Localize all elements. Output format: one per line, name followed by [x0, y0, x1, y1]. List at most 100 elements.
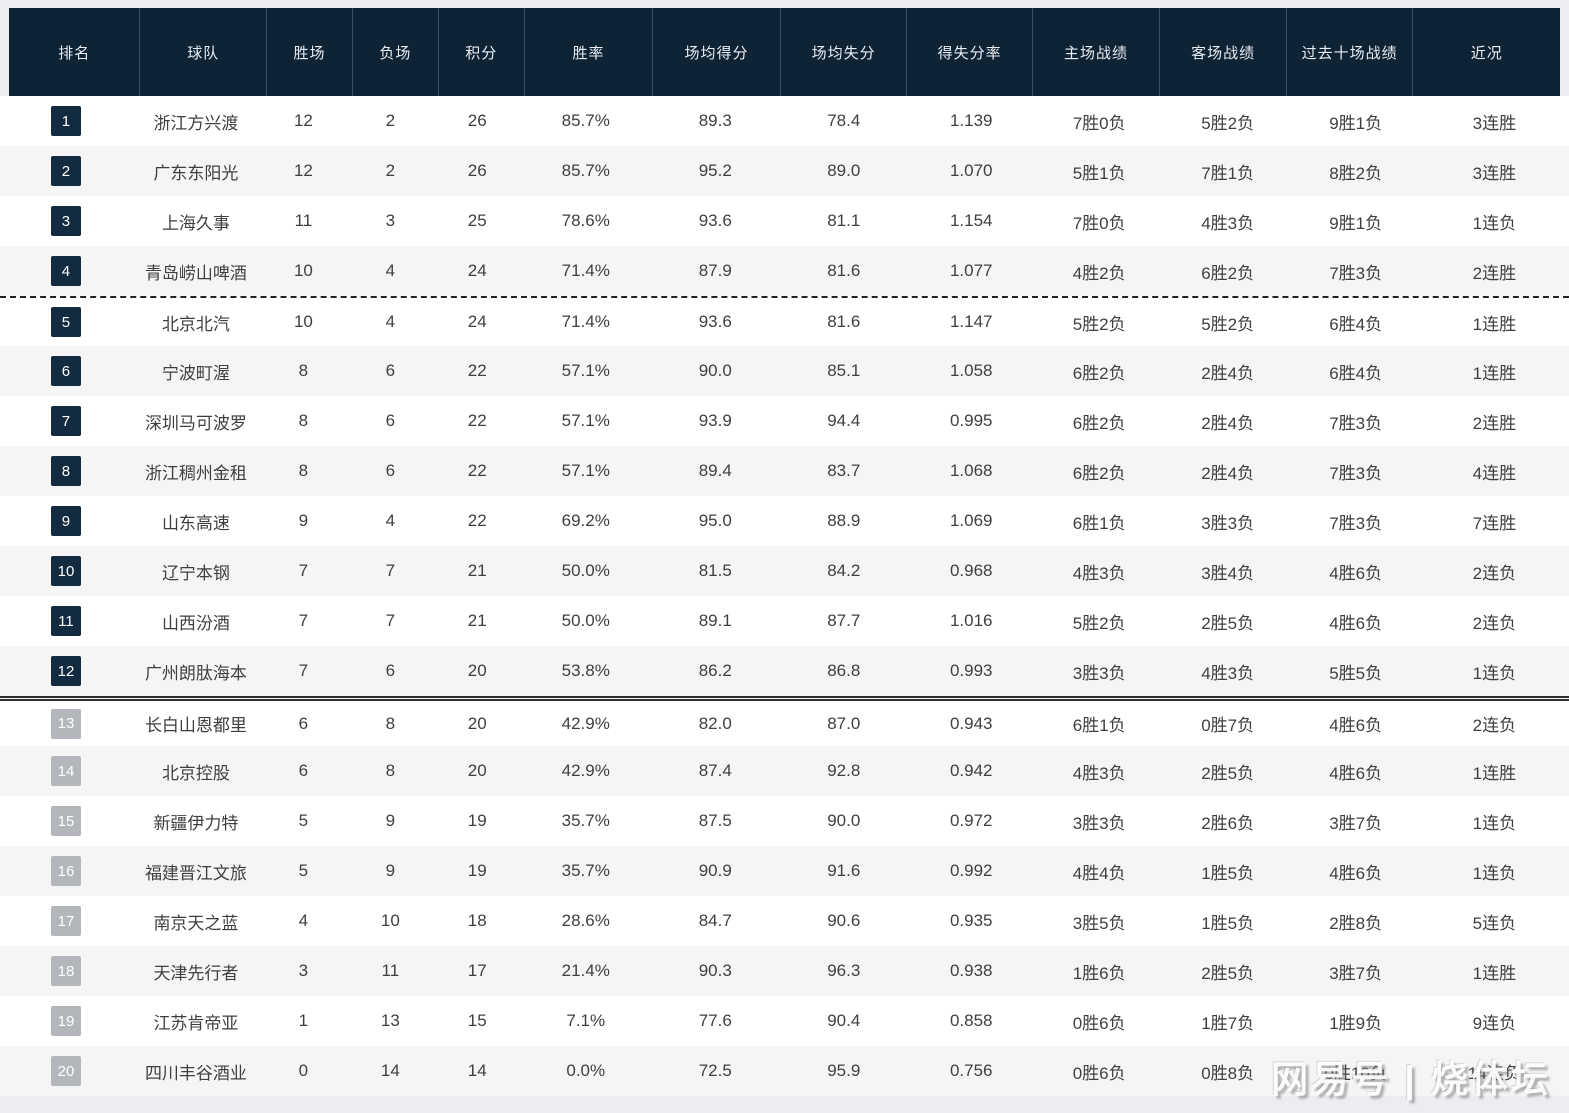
- cell-ratio: 0.943: [949, 713, 993, 733]
- cell-last10: 7胜3负: [1329, 263, 1383, 283]
- cell-wins: 6: [298, 713, 309, 733]
- cell-home: 6胜2负: [1072, 363, 1126, 383]
- cell-last10: 2胜8负: [1329, 913, 1383, 933]
- cell-rank: 14: [0, 746, 132, 796]
- cell-away: 5胜2负: [1201, 314, 1255, 334]
- column-header-team: 球队: [139, 8, 266, 96]
- cell-streak: 2连胜: [1472, 413, 1517, 433]
- cell-points: 22: [467, 511, 487, 530]
- cell-team: 北京北汽: [161, 314, 230, 334]
- cell-wins: 8: [298, 461, 309, 480]
- cell-losses: 9: [385, 861, 396, 880]
- cell-avg_against: 91.6: [827, 861, 861, 880]
- table-row: 12 广州朗肽海本 7 6 20 53.8% 86.2 86.8 0.993 3胜3负 4胜3负 5胜…: [0, 646, 1569, 696]
- cell-last10: 4胜6负: [1329, 763, 1383, 783]
- cell-ratio: 1.154: [949, 211, 993, 230]
- rank-badge: 3: [50, 206, 81, 236]
- cell-win_rate: 57.1%: [561, 411, 610, 430]
- cell-away: 2胜4负: [1201, 363, 1255, 383]
- cell-last10: 5胜5负: [1329, 663, 1383, 683]
- cell-rank: 19: [0, 996, 132, 1046]
- cell-away: 2胜5负: [1201, 613, 1255, 633]
- cell-ratio: 0.935: [949, 911, 993, 930]
- cell-points: 21: [467, 561, 487, 580]
- cell-home: 4胜2负: [1072, 263, 1126, 283]
- cell-avg_against: 78.4: [827, 111, 861, 130]
- cell-points: 20: [467, 761, 487, 780]
- cell-home: 6胜1负: [1072, 513, 1126, 533]
- cell-win_rate: 42.9%: [561, 713, 610, 733]
- cell-rank: 11: [0, 596, 132, 646]
- table-row: 1 浙江方兴渡 12 2 26 85.7% 89.3 78.4 1.139 7胜0负 5胜2负 9胜1…: [0, 96, 1569, 146]
- cell-rank: 18: [0, 946, 132, 996]
- cell-rank: 4: [0, 246, 132, 296]
- table-row: 5 北京北汽 10 4 24 71.4% 93.6 81.6 1.147 5胜2负 5胜2负 6胜4负…: [0, 296, 1569, 346]
- rank-badge: 12: [50, 656, 81, 686]
- rank-badge: 5: [50, 307, 81, 337]
- cell-points: 14: [467, 1061, 487, 1080]
- cell-ratio: 1.147: [949, 312, 993, 331]
- cell-home: 5胜2负: [1072, 613, 1126, 633]
- table-row: 7 深圳马可波罗 8 6 22 57.1% 93.9 94.4 0.995 6胜2负 2胜4负 7胜3…: [0, 396, 1569, 446]
- cell-team: 宁波町渥: [161, 363, 230, 383]
- cell-last10: 6胜4负: [1329, 363, 1383, 383]
- table-row: 6 宁波町渥 8 6 22 57.1% 90.0 85.1 1.058 6胜2负 2胜4负 6胜4负 1…: [0, 346, 1569, 396]
- cell-home: 4胜3负: [1072, 763, 1126, 783]
- cell-avg_against: 81.1: [827, 211, 861, 230]
- cell-avg_for: 86.2: [698, 661, 732, 680]
- cell-losses: 6: [385, 461, 396, 480]
- cell-avg_against: 81.6: [827, 261, 861, 280]
- cell-streak: 5连负: [1472, 913, 1517, 933]
- cell-avg_for: 93.9: [698, 411, 732, 430]
- rank-badge: 16: [50, 856, 81, 886]
- cell-avg_for: 89.3: [698, 111, 732, 130]
- cell-rank: 17: [0, 896, 132, 946]
- cell-last10: 9胜1负: [1329, 113, 1383, 133]
- table-row: 8 浙江稠州金租 8 6 22 57.1% 89.4 83.7 1.068 6胜2负 2胜4负 7胜3…: [0, 446, 1569, 496]
- cell-ratio: 0.968: [949, 561, 993, 580]
- page-bottom-margin: [0, 1096, 1569, 1113]
- cell-ratio: 1.139: [949, 111, 993, 130]
- cell-last10: 7胜3负: [1329, 513, 1383, 533]
- cell-avg_against: 85.1: [827, 361, 861, 380]
- cell-losses: 11: [381, 961, 400, 980]
- cell-streak: 1连负: [1472, 213, 1517, 233]
- cell-streak: 1连胜: [1472, 363, 1517, 383]
- cell-losses: 2: [385, 111, 396, 130]
- cell-away: 0胜8负: [1201, 1063, 1255, 1083]
- cell-last10: 9胜1负: [1329, 213, 1383, 233]
- cell-avg_for: 87.5: [698, 811, 732, 830]
- cell-ratio: 0.993: [949, 661, 993, 680]
- cell-losses: 2: [385, 161, 396, 180]
- cell-ratio: 0.756: [949, 1061, 993, 1080]
- cell-rank: 6: [0, 346, 132, 396]
- cell-rank: 10: [0, 546, 132, 596]
- cell-avg_against: 87.7: [827, 611, 861, 630]
- cell-team: 天津先行者: [153, 963, 239, 983]
- cell-win_rate: 21.4%: [561, 961, 610, 980]
- cell-win_rate: 69.2%: [561, 511, 610, 530]
- cell-ratio: 1.069: [949, 511, 993, 530]
- cell-team: 辽宁本钢: [161, 563, 230, 583]
- cell-away: 0胜7负: [1201, 716, 1255, 735]
- rank-badge: 11: [50, 606, 81, 636]
- column-header-streak: 近况: [1412, 8, 1560, 96]
- cell-home: 7胜0负: [1072, 113, 1126, 133]
- cell-last10: 4胜6负: [1329, 716, 1383, 735]
- table-row: 10 辽宁本钢 7 7 21 50.0% 81.5 84.2 0.968 4胜3负 3胜4负 4胜6负…: [0, 546, 1569, 596]
- table-row: 4 青岛崂山啤酒 10 4 24 71.4% 87.9 81.6 1.077 4胜2负 6胜2负 7胜…: [0, 246, 1569, 296]
- rank-badge: 7: [50, 406, 81, 436]
- cell-win_rate: 57.1%: [561, 461, 610, 480]
- cell-away: 1胜7负: [1201, 1013, 1255, 1033]
- table-row: 17 南京天之蓝 4 10 18 28.6% 84.7 90.6 0.935 3胜5负 1胜5负 2胜…: [0, 896, 1569, 946]
- cell-losses: 14: [380, 1061, 400, 1080]
- cell-losses: 4: [385, 312, 396, 331]
- column-header-wins: 胜场: [265, 8, 352, 96]
- cell-wins: 8: [298, 411, 309, 430]
- cell-rank: 16: [0, 846, 132, 896]
- cell-points: 22: [467, 361, 487, 380]
- cell-avg_for: 95.0: [698, 511, 732, 530]
- cell-team: 青岛崂山啤酒: [144, 263, 247, 283]
- table-row: 15 新疆伊力特 5 9 19 35.7% 87.5 90.0 0.972 3胜3负 2胜6负 3胜7…: [0, 796, 1569, 846]
- cell-losses: 4: [385, 511, 396, 530]
